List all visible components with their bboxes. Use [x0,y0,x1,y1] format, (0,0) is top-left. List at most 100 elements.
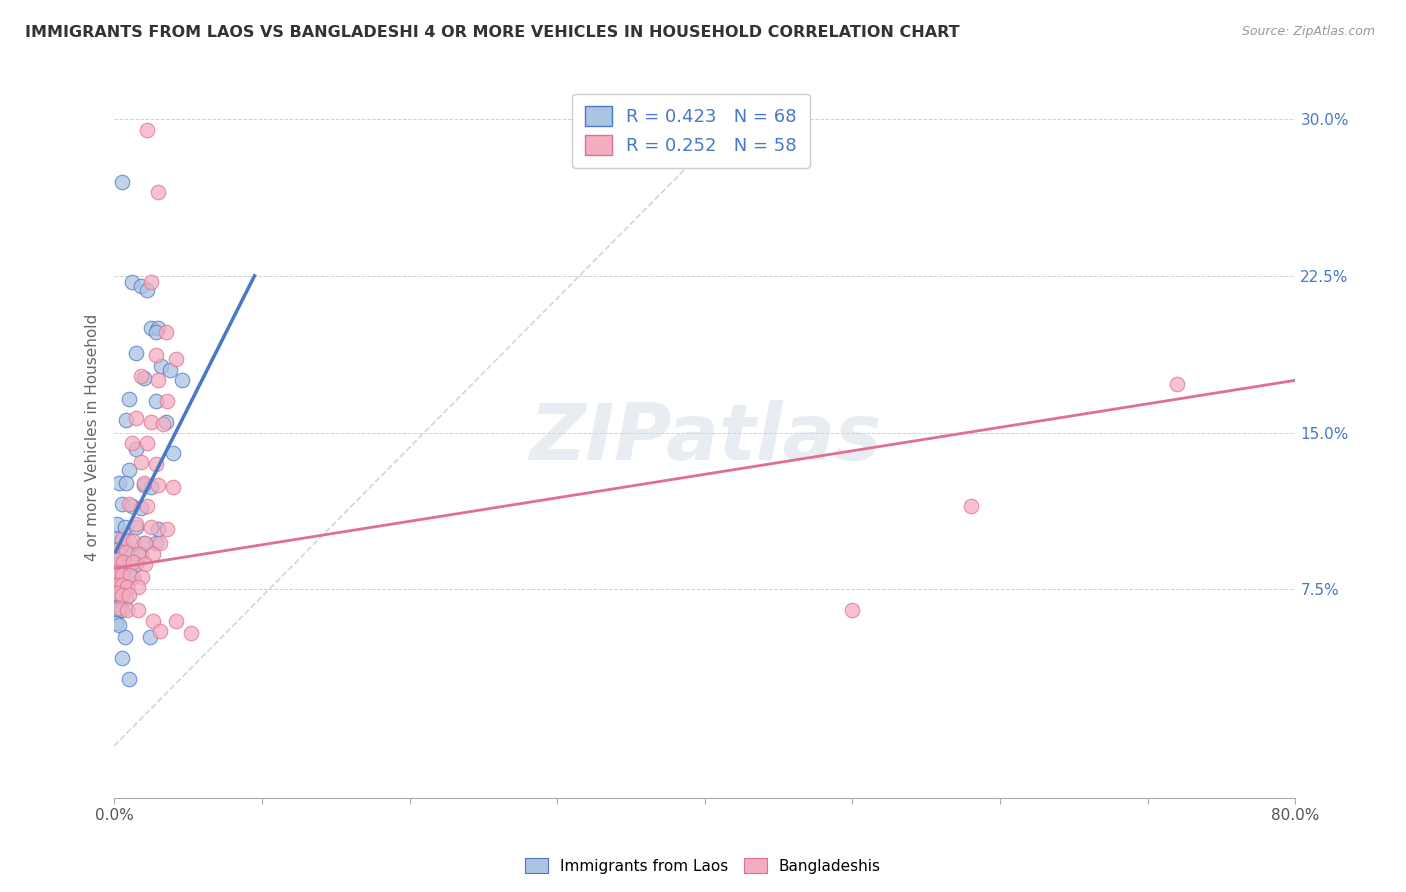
Point [959,499,981,513]
Point [135,436,157,450]
Point [139,480,162,494]
Point [105,542,128,557]
Point [142,547,165,561]
Point [112,567,135,582]
Point [121,499,143,513]
Point [105,553,128,567]
Point [127,547,149,561]
Point [104,578,127,592]
Point [145,325,167,339]
Point [148,186,170,200]
Point [104,615,127,630]
Point [110,532,132,546]
Point [110,578,132,592]
Point [118,672,141,686]
Point [172,373,194,387]
Point [118,557,141,571]
Legend: R = 0.423   N = 68, R = 0.252   N = 58: R = 0.423 N = 68, R = 0.252 N = 58 [572,94,810,168]
Point [112,555,135,569]
Point [118,589,141,603]
Point [1166,377,1188,392]
Point [149,624,172,638]
Point [162,480,184,494]
Text: Source: ZipAtlas.com: Source: ZipAtlas.com [1241,25,1375,38]
Point [117,603,139,617]
Point [110,589,132,603]
Legend: Immigrants from Laos, Bangladeshis: Immigrants from Laos, Bangladeshis [519,852,887,880]
Point [110,589,132,603]
Point [117,567,139,582]
Point [148,373,170,387]
Point [135,122,157,136]
Point [107,555,129,569]
Point [115,413,138,427]
Point [841,603,863,617]
Point [110,497,132,511]
Point [162,446,184,460]
Point [117,580,139,594]
Point [129,547,152,561]
Point [125,557,148,571]
Point [155,415,177,429]
Point [152,417,174,432]
Text: IMMIGRANTS FROM LAOS VS BANGLADESHI 4 OR MORE VEHICLES IN HOUSEHOLD CORRELATION : IMMIGRANTS FROM LAOS VS BANGLADESHI 4 OR… [25,25,960,40]
Point [104,555,127,569]
Point [139,321,162,335]
Point [121,547,143,561]
Point [105,532,128,546]
Point [120,567,142,582]
Point [156,522,179,536]
Point [125,411,148,425]
Point [115,544,138,558]
Point [107,601,129,615]
Point [125,442,148,457]
Point [122,534,145,549]
Point [115,591,138,605]
Point [112,580,135,594]
Point [131,569,153,583]
Point [138,630,160,644]
Text: ZIPatlas: ZIPatlas [529,400,882,475]
Point [127,580,149,594]
Point [135,499,157,513]
Point [115,475,138,490]
Point [127,603,149,617]
Point [105,586,128,600]
Point [145,394,167,409]
Point [180,626,202,640]
Point [135,284,157,298]
Point [117,580,139,594]
Y-axis label: 4 or more Vehicles in Household: 4 or more Vehicles in Household [86,314,100,561]
Point [110,651,132,665]
Point [129,369,152,384]
Point [148,522,170,536]
Point [159,363,181,377]
Point [148,477,170,491]
Point [105,578,128,592]
Point [104,566,127,580]
Point [104,542,127,557]
Point [107,567,129,582]
Point [155,325,177,339]
Point [110,603,132,617]
Point [112,555,135,569]
Point [132,475,155,490]
Point [114,519,136,533]
Point [107,475,129,490]
Point [139,519,162,533]
Point [104,589,127,603]
Point [145,457,167,471]
Point [107,578,129,592]
Point [129,455,152,469]
Point [148,321,170,335]
Point [125,519,148,533]
Point [105,566,128,580]
Point [132,477,155,491]
Point [107,589,129,603]
Point [110,567,132,582]
Point [114,544,136,558]
Point [145,536,167,550]
Point [121,436,143,450]
Point [132,371,155,385]
Point [118,463,141,477]
